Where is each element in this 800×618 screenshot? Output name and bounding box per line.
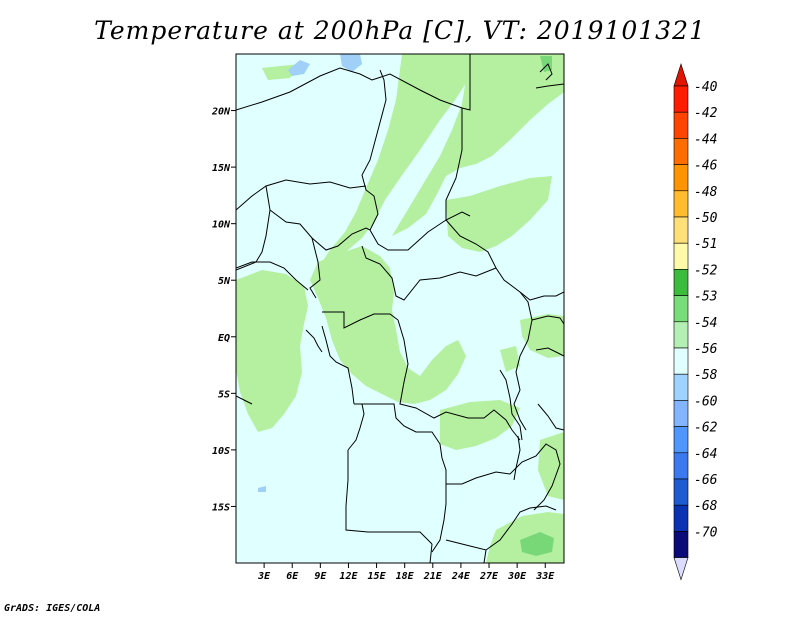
- colorbar-label: -60: [694, 394, 718, 409]
- shade-region-north: [318, 54, 470, 268]
- colorbar-label: -56: [694, 342, 718, 357]
- colorbar-swatch: [673, 85, 689, 113]
- colorbar-swatch: [673, 426, 689, 454]
- colorbar-label: -44: [694, 132, 717, 147]
- longitude-axis: 3E 6E 9E 12E 15E 18E 21E 24E 27E 30E 33E: [257, 563, 555, 582]
- colorbar-swatch: [673, 138, 689, 165]
- shade-region-dark-northeast: [540, 56, 552, 72]
- colorbar-swatch: [673, 269, 689, 296]
- shade-region-south-band: [440, 400, 520, 450]
- lon-tick-label: 15E: [368, 571, 387, 582]
- lon-tick-label: 3E: [257, 571, 271, 582]
- colorbar-swatch: [673, 452, 689, 480]
- grads-credit: GrADS: IGES/COLA: [4, 603, 101, 614]
- colorbar-label: -50: [694, 211, 718, 226]
- lat-tick-label: 5N: [218, 276, 231, 287]
- colorbar-swatch: [673, 242, 689, 270]
- lake-se-small: [258, 486, 266, 492]
- latitude-axis: 20N 15N 10N 5N EQ 5S 10S 15S: [211, 107, 236, 513]
- colorbar-label: -64: [694, 447, 717, 462]
- lat-tick-label: 10S: [212, 446, 230, 457]
- colorbar-label: -66: [694, 473, 718, 488]
- colorbar-swatch: [673, 373, 689, 401]
- map-title: Temperature at 200hPa [C], VT: 201910132…: [94, 16, 706, 45]
- lat-tick-label: 20N: [211, 107, 231, 118]
- shade-region-central: [310, 246, 466, 404]
- shade-region-northeast: [392, 54, 564, 236]
- shade-region-dark-southeast: [520, 532, 554, 556]
- lon-tick-label: 30E: [507, 571, 527, 582]
- colorbar-swatch: [673, 347, 689, 375]
- lat-tick-label: 5S: [218, 389, 230, 400]
- shade-region-east-spot: [500, 346, 520, 372]
- lake-chad: [288, 60, 310, 76]
- lon-tick-label: 24E: [451, 571, 471, 582]
- colorbar-label: -54: [694, 316, 717, 331]
- colorbar-swatch: [673, 478, 689, 506]
- colorbar-label: -68: [694, 499, 718, 514]
- lon-tick-label: 18E: [396, 571, 415, 582]
- colorbar-swatch: [673, 216, 689, 244]
- lat-tick-label: 10N: [212, 220, 231, 231]
- lon-tick-label: 6E: [286, 571, 299, 582]
- lat-tick-label: 15N: [212, 163, 231, 174]
- colorbar-swatch: [673, 111, 689, 139]
- temperature-shading: [236, 54, 564, 563]
- colorbar-swatch: [673, 321, 689, 349]
- lon-tick-label: 21E: [423, 571, 443, 582]
- shade-region-se-edge: [538, 432, 564, 500]
- lat-tick-label: 15S: [212, 502, 230, 513]
- lon-tick-label: 27E: [479, 571, 499, 582]
- colorbar-bottom-arrow: [673, 557, 689, 581]
- colorbar-label: -46: [694, 159, 718, 174]
- lon-tick-label: 12E: [339, 571, 358, 582]
- colorbar-label: -48: [694, 185, 718, 200]
- colorbar-swatch: [673, 531, 689, 558]
- colorbar-top-arrow: [673, 63, 689, 87]
- shade-region-west-coast: [236, 270, 308, 432]
- colorbar-label: -70: [694, 525, 718, 540]
- colorbar-swatch: [673, 400, 689, 427]
- colorbar-label: -58: [694, 368, 718, 383]
- country-boundaries: [236, 54, 564, 563]
- colorbar-swatch: [673, 504, 689, 532]
- colorbar-label: -40: [694, 80, 718, 95]
- lat-tick-label: EQ: [218, 333, 230, 344]
- lon-tick-label: 9E: [314, 571, 327, 582]
- colorbar-swatch: [673, 295, 689, 323]
- colorbar-label: -53: [694, 290, 717, 305]
- map-frame: [235, 53, 565, 564]
- colorbar-label: -51: [694, 237, 717, 252]
- colorbar-swatch: [673, 164, 689, 192]
- colorbar: -40 -42 -44 -46 -48 -50 -51 -52 -53 -54 -56 -58 -60 -…: [673, 63, 718, 581]
- shade-region-east-band: [446, 176, 552, 252]
- lon-tick-label: 33E: [535, 571, 555, 582]
- colorbar-swatch: [673, 190, 689, 218]
- colorbar-label: -52: [694, 263, 718, 278]
- colorbar-label: -62: [694, 421, 718, 436]
- colorbar-label: -42: [694, 106, 718, 121]
- lake-nw-small: [340, 54, 362, 72]
